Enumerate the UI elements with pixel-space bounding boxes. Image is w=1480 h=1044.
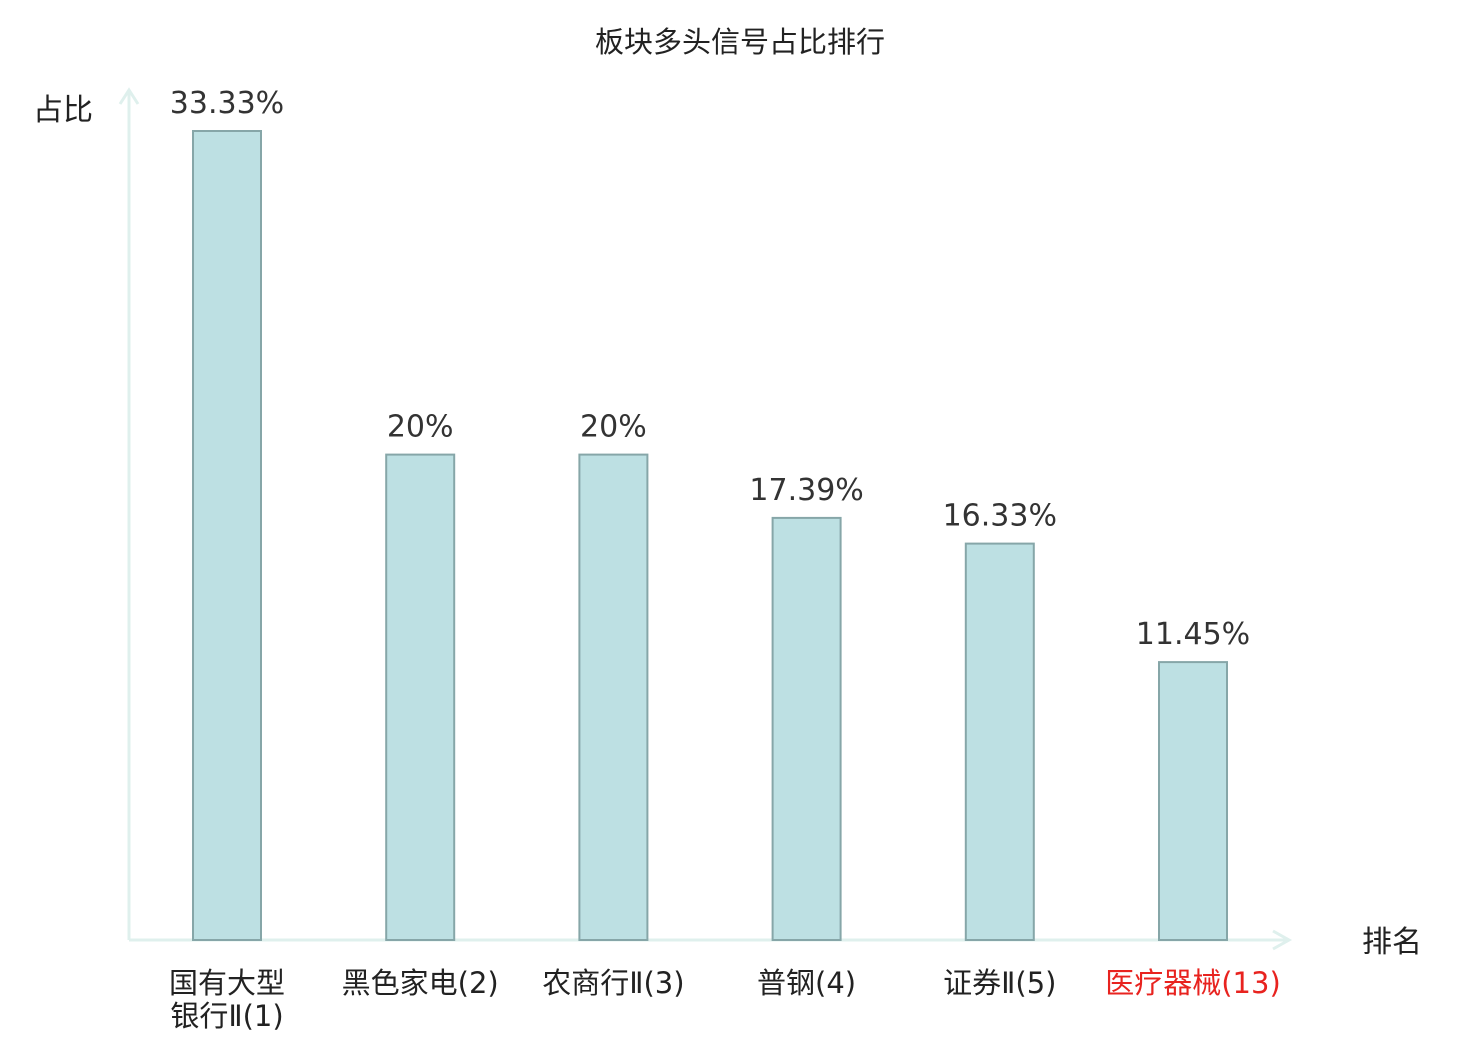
chart-title: 板块多头信号占比排行 — [595, 25, 885, 59]
x-tick-label-line: 黑色家电(2) — [342, 966, 499, 1000]
x-tick-label: 证券Ⅱ(5) — [943, 966, 1056, 1000]
x-axis-label: 排名 — [1362, 925, 1422, 960]
x-tick-label: 农商行Ⅱ(3) — [542, 966, 684, 1000]
bar-value-label: 20% — [580, 410, 647, 445]
bar-value-label: 20% — [387, 410, 454, 445]
x-tick-label: 国有大型银行Ⅱ(1) — [169, 966, 285, 1033]
bar — [385, 453, 456, 941]
x-tick-label-line: 银行Ⅱ(1) — [170, 999, 283, 1033]
bar — [578, 453, 649, 941]
bar — [964, 542, 1035, 941]
x-axis-arrow — [1272, 929, 1293, 951]
x-tick-label-line: 普钢(4) — [757, 966, 856, 1000]
bar — [1158, 661, 1228, 941]
bar-value-label: 11.45% — [1136, 617, 1250, 652]
y-axis-label: 占比 — [33, 93, 93, 128]
x-tick-label-line: 农商行Ⅱ(3) — [542, 966, 684, 1000]
bars-layer: 33.33% 国有大型银行Ⅱ(1) 20% 黑色家电(2) 20% 农商行Ⅱ(3) 17.3… — [169, 86, 1281, 1033]
x-tick-label-line: 证券Ⅱ(5) — [943, 966, 1056, 1000]
y-axis-arrow — [118, 87, 140, 105]
x-tick-label: 普钢(4) — [757, 966, 856, 1000]
x-tick-label-line: 国有大型 — [169, 966, 285, 1000]
x-tick-label-line: 医疗器械(13) — [1105, 966, 1281, 1000]
bar — [192, 130, 262, 941]
bar-value-label: 16.33% — [943, 499, 1057, 534]
bar — [771, 516, 842, 942]
x-tick-label: 黑色家电(2) — [342, 966, 499, 1000]
bar-value-label: 17.39% — [749, 473, 863, 508]
bar-value-label: 33.33% — [170, 86, 284, 121]
x-tick-label: 医疗器械(13) — [1105, 966, 1281, 1000]
